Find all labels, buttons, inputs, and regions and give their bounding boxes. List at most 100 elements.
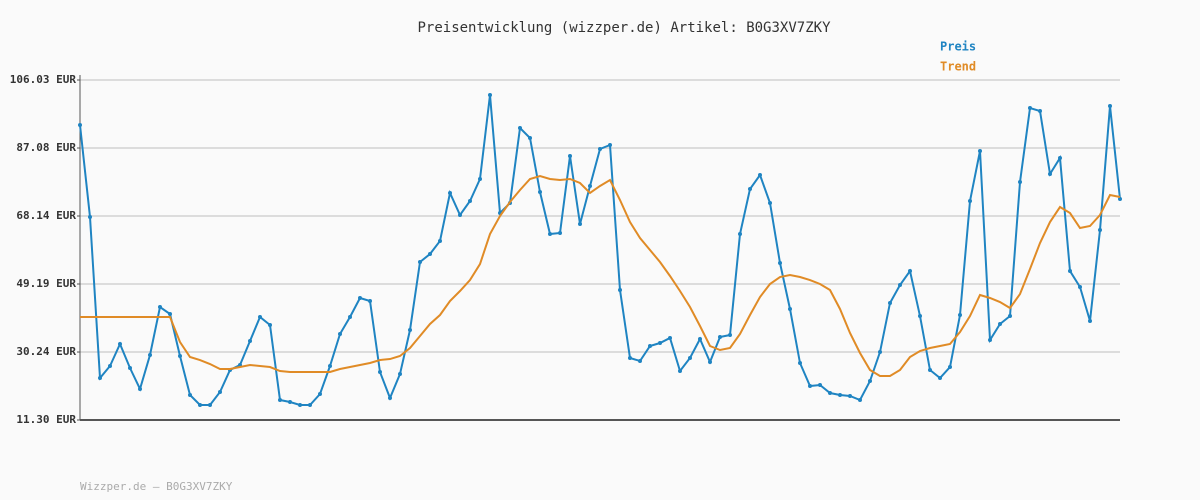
y-tick-label: 49.19 EUR [16, 277, 76, 290]
point [368, 299, 372, 304]
point [708, 359, 712, 364]
point [298, 402, 302, 407]
point [248, 339, 252, 344]
point [448, 190, 452, 195]
y-tick-label: 30.24 EUR [16, 345, 76, 358]
point [898, 283, 902, 288]
point [838, 393, 842, 398]
point [148, 353, 152, 358]
point [108, 364, 112, 369]
point [548, 232, 552, 237]
point [98, 376, 102, 381]
point [938, 376, 942, 381]
point [1008, 314, 1012, 319]
point [418, 260, 422, 265]
point [998, 321, 1002, 326]
point [338, 332, 342, 337]
point [1048, 171, 1052, 176]
point [728, 333, 732, 338]
point [678, 369, 682, 374]
point [78, 123, 82, 128]
point [428, 252, 432, 257]
point [698, 336, 702, 341]
point [868, 379, 872, 384]
point [638, 358, 642, 363]
point [528, 136, 532, 141]
footer: Wizzper.de – B0G3XV7ZKY [80, 480, 233, 493]
point [208, 402, 212, 407]
point [358, 296, 362, 301]
point [438, 239, 442, 244]
point [88, 214, 92, 219]
y-tick-label: 68.14 EUR [16, 209, 76, 222]
point [168, 312, 172, 317]
point [198, 402, 202, 407]
point [378, 370, 382, 375]
point [668, 335, 672, 340]
point [138, 386, 142, 391]
point [408, 328, 412, 333]
y-tick-label: 87.08 EUR [16, 141, 76, 154]
point [1108, 103, 1112, 108]
point [468, 198, 472, 203]
point [588, 183, 592, 188]
point [738, 232, 742, 237]
point [488, 93, 492, 98]
point [928, 368, 932, 373]
point [618, 288, 622, 293]
point [218, 390, 222, 395]
point [858, 398, 862, 403]
point [988, 337, 992, 342]
point [308, 402, 312, 407]
point [318, 392, 322, 397]
point [788, 306, 792, 311]
y-tick-label: 106.03 EUR [10, 73, 77, 86]
point [118, 342, 122, 347]
point [388, 395, 392, 400]
point [478, 176, 482, 181]
point [818, 383, 822, 388]
point [608, 142, 612, 147]
point [1098, 227, 1102, 232]
point [828, 391, 832, 396]
point [398, 371, 402, 376]
point [758, 173, 762, 178]
point [778, 261, 782, 266]
point [538, 190, 542, 195]
point [518, 125, 522, 130]
point [718, 335, 722, 340]
point [798, 361, 802, 366]
point [348, 314, 352, 319]
point [888, 300, 892, 305]
point [878, 350, 882, 355]
legend-label: Preis [940, 40, 976, 54]
point [748, 187, 752, 192]
point [688, 356, 692, 361]
point [1058, 155, 1062, 160]
legend-label: Trend [940, 60, 976, 74]
point [188, 393, 192, 398]
point [948, 365, 952, 370]
point [768, 201, 772, 206]
point [458, 212, 462, 217]
point [578, 221, 582, 226]
point [1078, 285, 1082, 290]
point [258, 314, 262, 319]
point [908, 269, 912, 274]
point [648, 343, 652, 348]
point [848, 393, 852, 398]
point [1068, 269, 1072, 274]
point [1088, 319, 1092, 324]
point [158, 305, 162, 310]
point [598, 146, 602, 151]
point [1118, 197, 1122, 202]
point [958, 313, 962, 318]
point [278, 398, 282, 403]
point [288, 399, 292, 404]
point [628, 356, 632, 361]
point [558, 231, 562, 236]
point [128, 365, 132, 370]
point [968, 198, 972, 203]
